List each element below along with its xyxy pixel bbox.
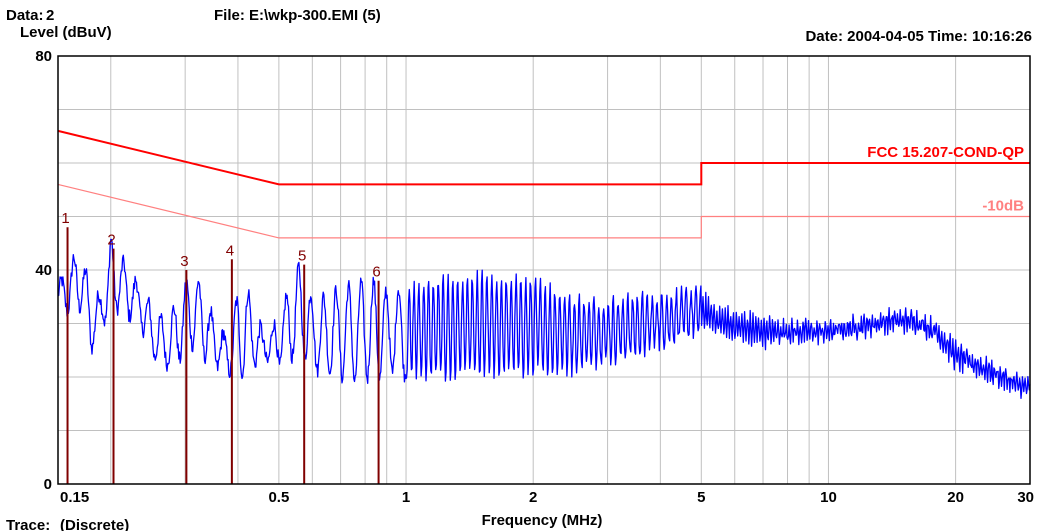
trace-value: (Discrete) xyxy=(60,517,129,531)
trace xyxy=(57,238,1031,400)
x-tick-label: 2 xyxy=(529,489,537,506)
limit-line xyxy=(57,183,1030,239)
marker-label: 5 xyxy=(298,248,306,265)
y-tick-label: 0 xyxy=(44,476,52,493)
y-tick-label: 40 xyxy=(35,262,52,279)
x-tick-label: 5 xyxy=(697,489,705,506)
trace-line xyxy=(57,238,1031,400)
x-ticks: 0.15 0.5 1 2 5 10 20 30 xyxy=(60,489,1034,506)
x-tick-label: 0.5 xyxy=(268,489,289,506)
limit-label: FCC 15.207-COND-QP xyxy=(867,144,1024,161)
x-tick-label: 20 xyxy=(947,489,964,506)
y-axis-label: Level (dBuV) xyxy=(20,24,112,41)
marker-label: 4 xyxy=(226,242,234,259)
limit-label: -10dB xyxy=(982,198,1024,215)
marker-label: 2 xyxy=(107,232,115,249)
data-label: Data: xyxy=(6,7,44,24)
x-tick-label: 0.15 xyxy=(60,489,89,506)
file-label: File: E:\wkp-300.EMI (5) xyxy=(214,7,381,24)
y-tick-label: 80 xyxy=(35,48,52,65)
x-axis-label: Frequency (MHz) xyxy=(482,512,603,529)
x-tick-label: 10 xyxy=(820,489,837,506)
y-ticks: 0 40 80 xyxy=(35,48,52,493)
marker-label: 3 xyxy=(180,253,188,270)
limit-lines: FCC 15.207-COND-QP -10dB xyxy=(57,129,1030,239)
marker-label: 1 xyxy=(61,210,69,227)
plot-frame xyxy=(57,55,1031,485)
date-time: Date: 2004-04-05 Time: 10:16:26 xyxy=(805,28,1032,45)
data-value: 2 xyxy=(46,7,54,24)
x-tick-label: 1 xyxy=(402,489,410,506)
limit-line xyxy=(57,129,1030,186)
trace-label: Trace: xyxy=(6,517,50,531)
marker-label: 6 xyxy=(372,264,380,281)
markers: 1 2 3 4 5 6 xyxy=(61,210,381,484)
x-tick-label: 30 xyxy=(1017,489,1034,506)
